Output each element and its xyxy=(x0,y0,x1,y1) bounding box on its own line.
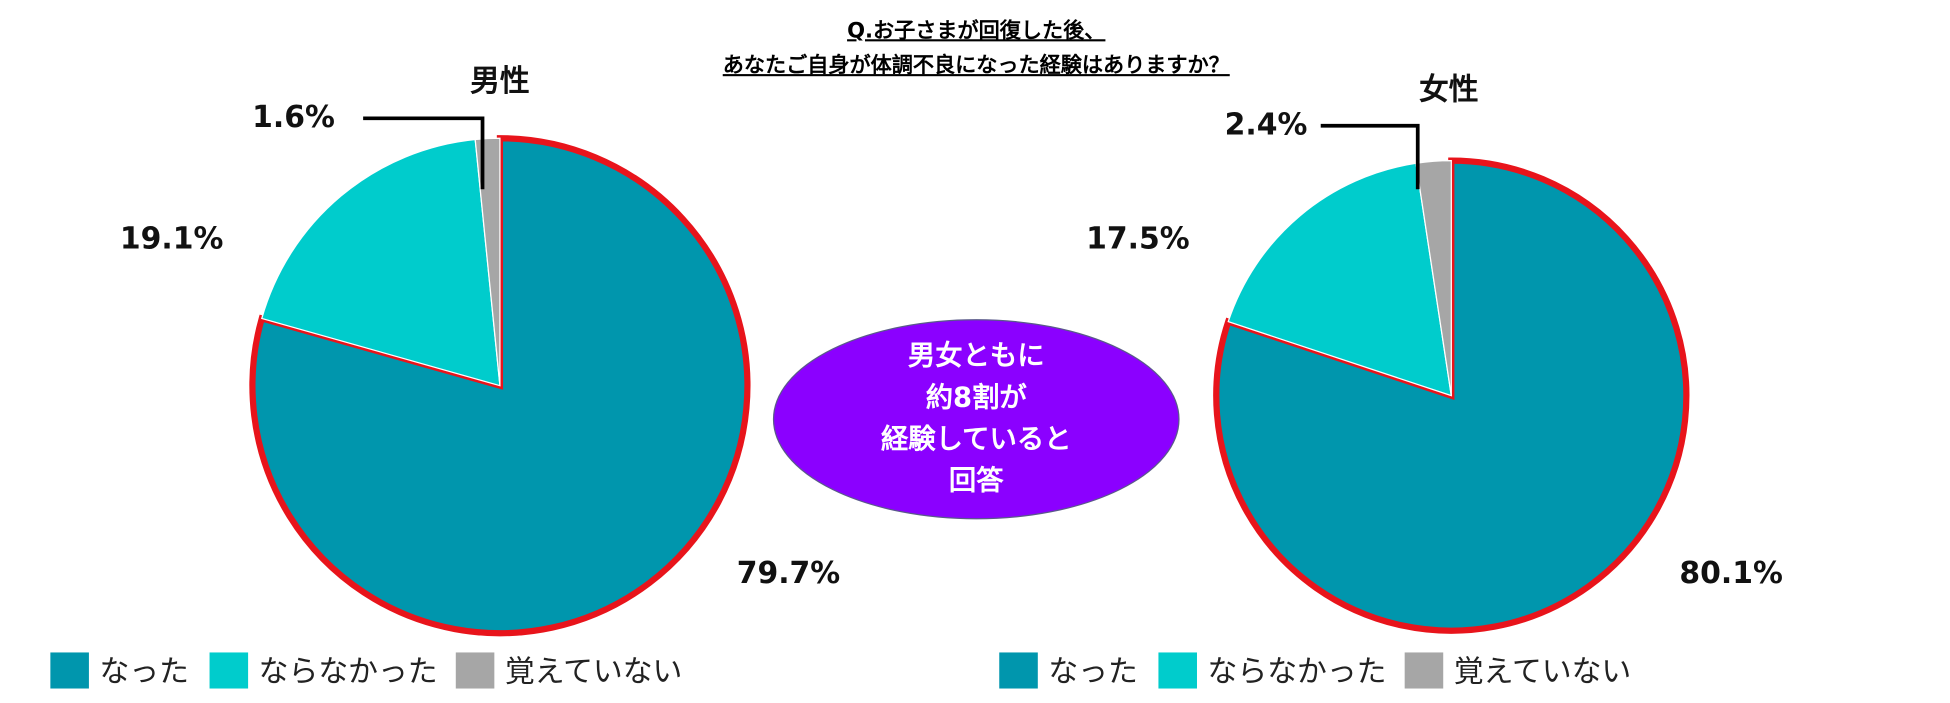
pie-slice xyxy=(1227,162,1453,397)
leader-line xyxy=(1320,123,1420,190)
callout-text: 経験していると xyxy=(881,423,1072,455)
pie-slice xyxy=(474,137,501,386)
callout-text: 回答 xyxy=(949,465,1004,497)
legend-label: ならなかった xyxy=(1208,654,1387,689)
legend-label: 覚えていない xyxy=(505,654,682,689)
callout-text: 約8割が xyxy=(926,381,1028,413)
legend-label: なった xyxy=(99,654,188,689)
data-label: 2.4% xyxy=(1225,107,1308,142)
title-line: あなたご自身が体調不良になった経験はありますか？ xyxy=(723,52,1230,77)
chart-title: 女性 xyxy=(1419,72,1479,107)
legend-label: 覚えていない xyxy=(1454,654,1631,689)
callout-text: 男女ともに xyxy=(908,340,1045,372)
legend-swatch xyxy=(1403,651,1445,690)
leader-line xyxy=(363,116,485,190)
legend-swatch xyxy=(1157,651,1199,690)
data-label: 19.1% xyxy=(120,222,223,257)
data-label: 80.1% xyxy=(1679,556,1782,591)
data-label: 1.6% xyxy=(252,100,335,135)
chart-title: 男性 xyxy=(470,64,530,99)
data-label: 79.7% xyxy=(737,556,840,591)
title-line: Q.お子さまが回復した後、 xyxy=(847,17,1105,42)
legend-swatch xyxy=(454,651,496,690)
legend-swatch xyxy=(49,651,91,690)
legend-label: なった xyxy=(1048,654,1137,689)
legend-swatch xyxy=(208,651,250,690)
legend-swatch xyxy=(998,651,1040,690)
pie-slice xyxy=(261,138,501,387)
callout-ellipse xyxy=(772,319,1180,520)
data-label: 17.5% xyxy=(1086,222,1189,257)
legend-label: ならなかった xyxy=(259,654,438,689)
